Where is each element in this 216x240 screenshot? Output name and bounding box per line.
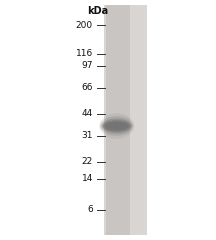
Text: 6: 6: [87, 205, 93, 215]
Bar: [106, 5, 130, 235]
Ellipse shape: [105, 122, 129, 130]
Ellipse shape: [100, 116, 133, 136]
Text: 66: 66: [81, 83, 93, 92]
Ellipse shape: [99, 113, 134, 139]
Bar: [104, 5, 147, 235]
Text: 22: 22: [82, 157, 93, 167]
Text: 44: 44: [82, 109, 93, 119]
Ellipse shape: [108, 123, 125, 129]
Text: 14: 14: [81, 174, 93, 183]
Text: kDa: kDa: [87, 6, 108, 16]
Text: 116: 116: [76, 49, 93, 59]
Ellipse shape: [103, 120, 131, 132]
Text: 200: 200: [76, 21, 93, 30]
Ellipse shape: [101, 119, 132, 133]
Text: 31: 31: [81, 131, 93, 140]
Text: 97: 97: [81, 61, 93, 71]
